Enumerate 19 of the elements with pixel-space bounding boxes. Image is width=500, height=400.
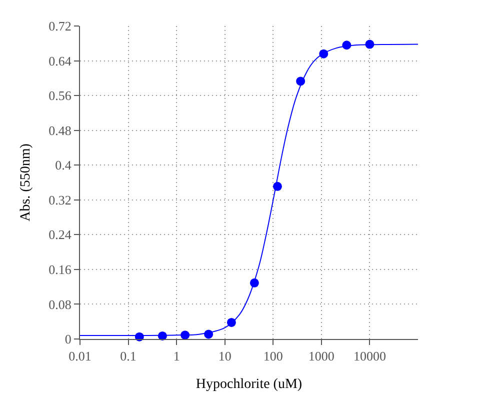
- y-tick-label: 0.4: [55, 158, 72, 173]
- x-tick-label: 1000: [308, 348, 334, 364]
- x-tick-label: 1: [173, 348, 180, 364]
- y-tick-label: 0.72: [48, 18, 72, 34]
- x-tick-label: 10: [218, 348, 232, 364]
- y-tick-label: 0.32: [48, 192, 72, 208]
- y-tick-label: 0.24: [48, 227, 72, 242]
- x-tick-label: 0.1: [120, 348, 136, 364]
- y-tick-label: 0.16: [48, 262, 72, 277]
- x-axis-title: Hypochlorite (uM): [196, 376, 302, 392]
- y-tick-label: 0.64: [48, 53, 72, 68]
- y-tick-label: 0.56: [48, 88, 72, 104]
- y-tick-label: 0.48: [48, 122, 72, 138]
- x-tick-label: 10000: [353, 348, 386, 364]
- x-tick-label: 0.01: [68, 348, 92, 364]
- x-tick-label: 100: [263, 348, 283, 364]
- y-axis-title: Abs. (550nm): [18, 143, 34, 222]
- y-tick-label: 0: [64, 332, 72, 347]
- y-tick-label: 0.08: [48, 296, 72, 312]
